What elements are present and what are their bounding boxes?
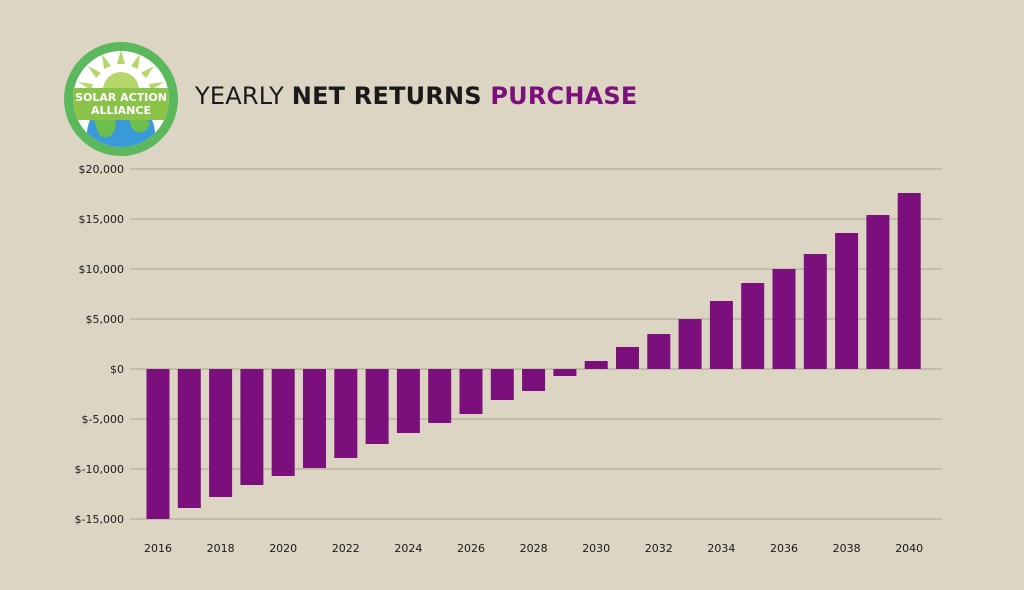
x-tick-label: 2028 bbox=[520, 542, 548, 555]
bar-2038 bbox=[835, 233, 859, 369]
bar-2032 bbox=[647, 334, 671, 369]
bar-2033 bbox=[678, 319, 702, 369]
x-tick-label: 2016 bbox=[144, 542, 172, 555]
bar-2020 bbox=[271, 369, 295, 476]
bar-2029 bbox=[553, 369, 577, 376]
x-tick-label: 2038 bbox=[833, 542, 861, 555]
x-tick-label: 2024 bbox=[394, 542, 422, 555]
bar-2018 bbox=[209, 369, 233, 497]
x-tick-label: 2040 bbox=[895, 542, 923, 555]
x-tick-label: 2022 bbox=[332, 542, 360, 555]
bar-2017 bbox=[177, 369, 201, 508]
x-tick-label: 2026 bbox=[457, 542, 485, 555]
y-axis-ticks: $20,000 $15,000 $10,000 $5,000 $0 $-5,000 $-10… bbox=[75, 163, 124, 526]
bar-2027 bbox=[490, 369, 514, 400]
logo-band bbox=[73, 88, 169, 120]
x-tick-label: 2020 bbox=[269, 542, 297, 555]
y-tick-label: $-15,000 bbox=[75, 513, 124, 526]
chart-bars bbox=[146, 193, 921, 519]
y-tick-label: $5,000 bbox=[86, 313, 125, 326]
bar-2026 bbox=[459, 369, 483, 414]
bar-2039 bbox=[866, 215, 890, 369]
chart-title-part1: YEARLY bbox=[195, 82, 292, 110]
x-tick-label: 2036 bbox=[770, 542, 798, 555]
bar-2024 bbox=[396, 369, 420, 433]
y-tick-label: $-5,000 bbox=[82, 413, 124, 426]
bar-2037 bbox=[803, 254, 827, 369]
logo-text-line1: SOLAR ACTION bbox=[75, 91, 167, 104]
bar-2019 bbox=[240, 369, 264, 485]
y-tick-label: $20,000 bbox=[79, 163, 125, 176]
x-tick-label: 2030 bbox=[582, 542, 610, 555]
bar-2023 bbox=[365, 369, 389, 444]
bar-2034 bbox=[709, 301, 733, 369]
bar-2030 bbox=[584, 361, 608, 369]
bar-2036 bbox=[772, 269, 796, 369]
bar-2031 bbox=[616, 347, 639, 369]
y-tick-label: $-10,000 bbox=[75, 463, 124, 476]
bar-2040 bbox=[897, 193, 921, 369]
bar-2022 bbox=[334, 369, 358, 458]
y-tick-label: $15,000 bbox=[79, 213, 125, 226]
x-axis-ticks: 2016 2018 2020 2022 2024 2026 2028 2030 2032 2034… bbox=[144, 542, 923, 555]
x-tick-label: 2032 bbox=[645, 542, 673, 555]
y-tick-label: $0 bbox=[110, 363, 124, 376]
bar-2021 bbox=[303, 369, 326, 468]
x-tick-label: 2018 bbox=[207, 542, 235, 555]
bar-2016 bbox=[146, 369, 170, 519]
solar-action-alliance-logo: SOLAR ACTION ALLIANCE bbox=[64, 42, 178, 156]
bar-2028 bbox=[522, 369, 546, 391]
chart-title-part2: NET RETURNS bbox=[291, 82, 491, 110]
bar-2025 bbox=[428, 369, 452, 423]
y-tick-label: $10,000 bbox=[79, 263, 125, 276]
chart-title-part3: PURCHASE bbox=[490, 82, 638, 110]
logo-text-line2: ALLIANCE bbox=[91, 104, 151, 117]
bar-2035 bbox=[741, 283, 765, 369]
x-tick-label: 2034 bbox=[707, 542, 735, 555]
chart-title: YEARLY NET RETURNS PURCHASE bbox=[195, 82, 637, 110]
